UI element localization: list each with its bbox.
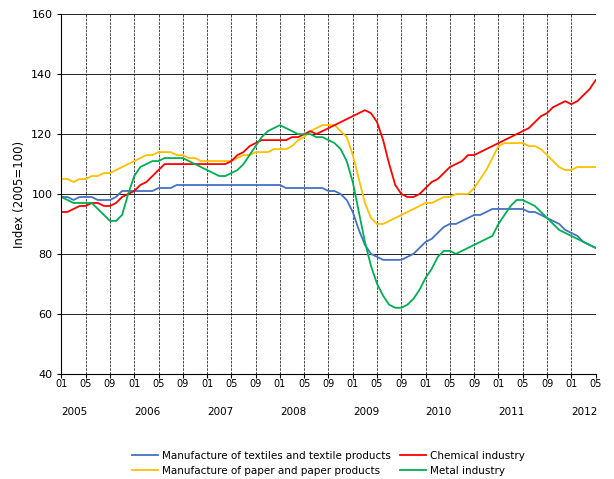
Manufacture of textiles and textile products (112, 194, 120, 200)
Metal industry (58, 194, 65, 200)
Line: Metal industry: Metal industry (61, 125, 596, 308)
Metal industry (125, 191, 132, 197)
Manufacture of textiles and textile products (173, 182, 181, 188)
Manufacture of paper and paper products (167, 149, 174, 155)
Manufacture of paper and paper products (58, 176, 65, 182)
Manufacture of paper and paper products (319, 122, 326, 128)
Manufacture of textiles and textile products (125, 188, 132, 194)
Chemical industry (592, 78, 599, 83)
Chemical industry (167, 161, 174, 167)
Text: 2005: 2005 (61, 407, 88, 417)
Text: 2011: 2011 (499, 407, 525, 417)
Manufacture of textiles and textile products (592, 245, 599, 251)
Manufacture of paper and paper products (592, 164, 599, 170)
Chemical industry (264, 137, 271, 143)
Metal industry (392, 305, 399, 311)
Manufacture of textiles and textile products (337, 191, 344, 197)
Text: 2008: 2008 (280, 407, 306, 417)
Metal industry (543, 215, 551, 221)
Manufacture of paper and paper products (264, 149, 271, 155)
Manufacture of paper and paper products (112, 167, 120, 173)
Line: Chemical industry: Chemical industry (61, 80, 596, 212)
Metal industry (167, 155, 174, 161)
Chemical industry (58, 209, 65, 215)
Manufacture of paper and paper products (337, 128, 344, 134)
Metal industry (337, 146, 344, 152)
Manufacture of paper and paper products (373, 221, 381, 227)
Line: Manufacture of textiles and textile products: Manufacture of textiles and textile prod… (61, 185, 596, 260)
Chemical industry (125, 191, 132, 197)
Legend: Manufacture of textiles and textile products, Manufacture of paper and paper pro: Manufacture of textiles and textile prod… (132, 451, 525, 476)
Line: Manufacture of paper and paper products: Manufacture of paper and paper products (61, 125, 596, 224)
Manufacture of textiles and textile products (543, 215, 551, 221)
Y-axis label: Index (2005=100): Index (2005=100) (13, 140, 26, 248)
Metal industry (112, 218, 120, 224)
Chemical industry (531, 119, 538, 125)
Manufacture of paper and paper products (543, 152, 551, 158)
Text: 2007: 2007 (207, 407, 233, 417)
Manufacture of textiles and textile products (58, 194, 65, 200)
Chemical industry (331, 122, 338, 128)
Manufacture of paper and paper products (125, 161, 132, 167)
Chemical industry (112, 200, 120, 206)
Text: 2009: 2009 (353, 407, 379, 417)
Text: 2010: 2010 (426, 407, 452, 417)
Manufacture of textiles and textile products (379, 257, 387, 263)
Manufacture of textiles and textile products (167, 185, 174, 191)
Metal industry (264, 128, 271, 134)
Text: 2012: 2012 (571, 407, 597, 417)
Text: 2006: 2006 (134, 407, 160, 417)
Metal industry (276, 122, 284, 128)
Metal industry (592, 245, 599, 251)
Manufacture of textiles and textile products (270, 182, 278, 188)
